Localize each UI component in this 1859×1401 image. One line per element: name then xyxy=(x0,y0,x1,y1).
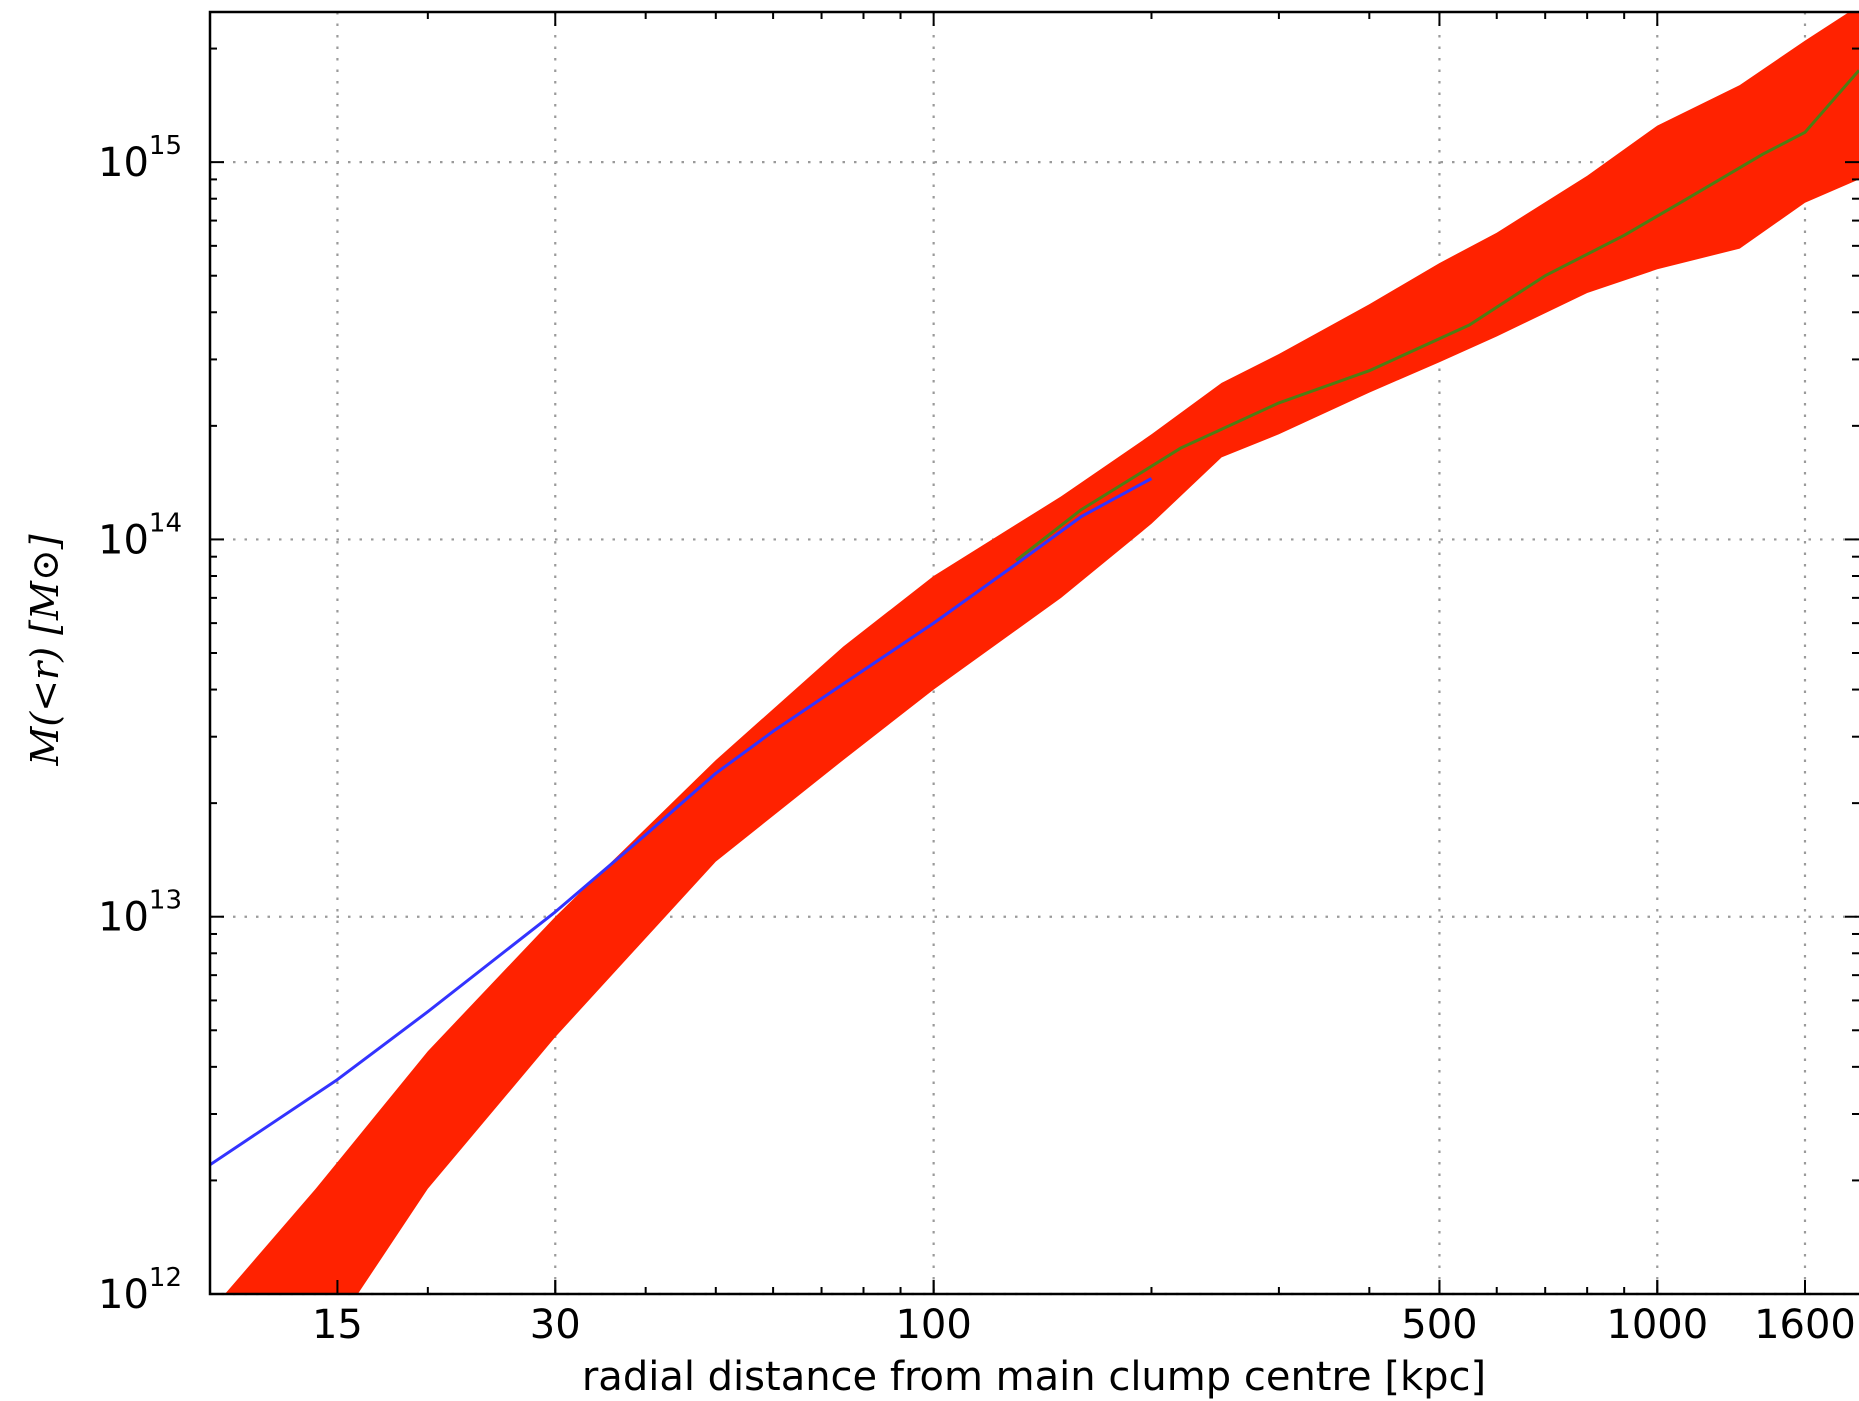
y-axis: 1012 1013 1014 1015 xyxy=(98,47,1859,1318)
plot-area xyxy=(210,12,1859,1294)
x-tick-label: 500 xyxy=(1401,1302,1477,1348)
series-line-1 xyxy=(210,477,1153,1167)
x-axis-title: radial distance from main clump centre [… xyxy=(582,1354,1486,1400)
y-tick-label: 1014 xyxy=(98,508,182,563)
series-line-2 xyxy=(1015,69,1859,562)
x-tick-label: 15 xyxy=(312,1302,363,1348)
confidence-band xyxy=(224,12,1859,1294)
x-axis: 15 30 100 500 1000 1600 xyxy=(209,12,1856,1348)
x-tick-label: 1600 xyxy=(1754,1302,1856,1348)
x-tick-label: 1000 xyxy=(1606,1302,1708,1348)
x-tick-label: 100 xyxy=(895,1302,971,1348)
y-tick-label: 1013 xyxy=(98,886,182,941)
y-axis-title: M(<r) [M⊙] xyxy=(23,534,67,766)
y-tick-label: 1012 xyxy=(98,1263,182,1318)
x-tick-label: 30 xyxy=(530,1302,581,1348)
y-tick-label: 1015 xyxy=(98,131,182,186)
